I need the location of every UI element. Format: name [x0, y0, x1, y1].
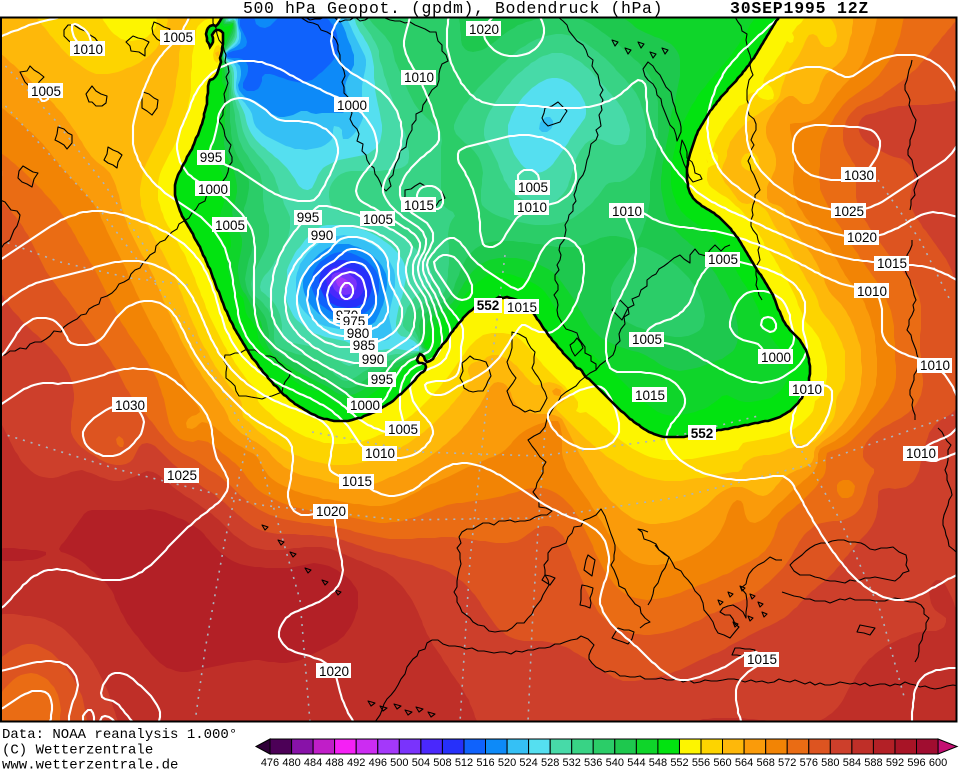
- svg-text:1025: 1025: [167, 468, 197, 483]
- svg-text:1015: 1015: [635, 388, 665, 403]
- svg-text:1010: 1010: [920, 358, 950, 373]
- svg-text:484: 484: [304, 757, 322, 769]
- svg-text:1010: 1010: [906, 446, 936, 461]
- svg-text:1015: 1015: [342, 474, 372, 489]
- svg-text:552: 552: [691, 426, 714, 441]
- svg-text:1000: 1000: [761, 350, 791, 365]
- svg-text:1000: 1000: [337, 98, 367, 113]
- svg-text:30SEP1995 12Z: 30SEP1995 12Z: [730, 0, 869, 18]
- svg-text:544: 544: [627, 757, 645, 769]
- svg-text:552: 552: [477, 298, 500, 313]
- svg-text:1010: 1010: [792, 382, 822, 397]
- svg-text:1020: 1020: [469, 22, 499, 37]
- svg-text:1010: 1010: [517, 200, 547, 215]
- svg-text:1020: 1020: [319, 664, 349, 679]
- svg-text:980: 980: [347, 326, 370, 341]
- svg-text:1010: 1010: [612, 204, 642, 219]
- svg-text:592: 592: [886, 757, 904, 769]
- svg-text:524: 524: [519, 757, 537, 769]
- svg-text:476: 476: [261, 757, 279, 769]
- svg-text:995: 995: [371, 372, 394, 387]
- svg-text:576: 576: [800, 757, 818, 769]
- svg-text:1015: 1015: [404, 198, 434, 213]
- svg-text:528: 528: [541, 757, 559, 769]
- svg-text:1010: 1010: [404, 70, 434, 85]
- svg-text:480: 480: [282, 757, 300, 769]
- svg-text:500 hPa Geopot. (gpdm), Bodend: 500 hPa Geopot. (gpdm), Bodendruck (hPa): [243, 0, 663, 18]
- svg-text:532: 532: [563, 757, 581, 769]
- svg-text:536: 536: [584, 757, 602, 769]
- svg-text:1005: 1005: [31, 84, 61, 99]
- svg-text:1005: 1005: [518, 180, 548, 195]
- svg-text:548: 548: [649, 757, 667, 769]
- svg-text:1005: 1005: [215, 218, 245, 233]
- svg-text:995: 995: [297, 210, 320, 225]
- svg-text:1005: 1005: [708, 252, 738, 267]
- svg-text:1005: 1005: [363, 212, 393, 227]
- svg-text:540: 540: [606, 757, 624, 769]
- svg-text:1030: 1030: [844, 168, 874, 183]
- svg-text:1020: 1020: [316, 504, 346, 519]
- svg-text:488: 488: [325, 757, 343, 769]
- svg-text:572: 572: [778, 757, 796, 769]
- svg-text:512: 512: [455, 757, 473, 769]
- svg-text:990: 990: [311, 228, 334, 243]
- svg-text:580: 580: [821, 757, 839, 769]
- svg-text:1000: 1000: [350, 398, 380, 413]
- svg-text:995: 995: [200, 150, 223, 165]
- svg-text:552: 552: [670, 757, 688, 769]
- svg-text:www.wetterzentrale.de: www.wetterzentrale.de: [2, 758, 178, 770]
- svg-text:588: 588: [864, 757, 882, 769]
- svg-text:1005: 1005: [163, 30, 193, 45]
- svg-text:990: 990: [362, 352, 385, 367]
- svg-text:985: 985: [353, 338, 376, 353]
- svg-text:1010: 1010: [73, 42, 103, 57]
- svg-text:556: 556: [692, 757, 710, 769]
- svg-text:1015: 1015: [747, 652, 777, 667]
- svg-text:496: 496: [369, 757, 387, 769]
- svg-text:564: 564: [735, 757, 753, 769]
- svg-text:1010: 1010: [857, 284, 887, 299]
- svg-text:600: 600: [929, 757, 947, 769]
- svg-text:1010: 1010: [365, 446, 395, 461]
- svg-text:516: 516: [476, 757, 494, 769]
- svg-text:1025: 1025: [834, 204, 864, 219]
- svg-text:492: 492: [347, 757, 365, 769]
- svg-text:584: 584: [843, 757, 861, 769]
- svg-text:1005: 1005: [632, 332, 662, 347]
- svg-text:1005: 1005: [388, 422, 418, 437]
- svg-text:1020: 1020: [847, 230, 877, 245]
- svg-text:596: 596: [907, 757, 925, 769]
- svg-text:508: 508: [433, 757, 451, 769]
- svg-text:504: 504: [412, 757, 430, 769]
- svg-text:500: 500: [390, 757, 408, 769]
- svg-text:1015: 1015: [507, 300, 537, 315]
- svg-text:Data: NOAA reanalysis 1.000°: Data: NOAA reanalysis 1.000°: [2, 727, 237, 743]
- svg-text:1000: 1000: [198, 182, 228, 197]
- svg-text:1030: 1030: [115, 398, 145, 413]
- svg-text:568: 568: [757, 757, 775, 769]
- svg-text:520: 520: [498, 757, 516, 769]
- svg-text:1015: 1015: [877, 256, 907, 271]
- svg-text:(C) Wetterzentrale: (C) Wetterzentrale: [2, 743, 153, 759]
- svg-text:560: 560: [713, 757, 731, 769]
